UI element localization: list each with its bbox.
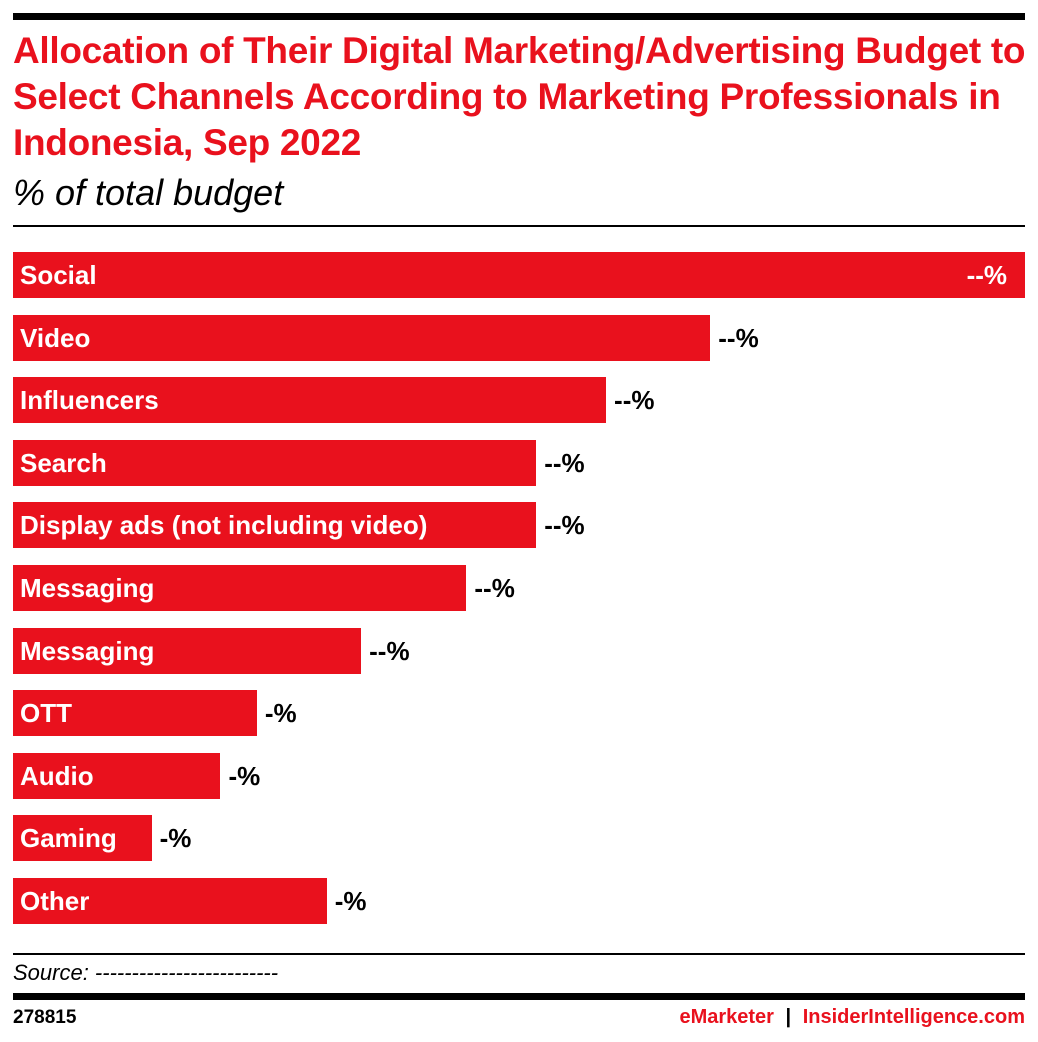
bar-3	[13, 439, 537, 486]
value-label: --%	[369, 635, 410, 666]
category-label: Gaming	[20, 823, 117, 854]
category-label: Other	[20, 886, 90, 916]
brand-emarketer: eMarketer	[679, 1006, 774, 1028]
category-label: OTT	[20, 698, 72, 729]
chart-subtitle: % of total budget	[13, 172, 284, 213]
bar-5	[13, 565, 467, 611]
bar-10	[13, 878, 327, 924]
top-rule	[13, 13, 1025, 20]
chart-title: Allocation of Their Digital Marketing/Ad…	[13, 30, 1026, 163]
value-label: -%	[228, 760, 261, 791]
category-label: Audio	[20, 760, 94, 791]
category-label: Video	[20, 322, 91, 353]
bar-4	[13, 502, 537, 549]
category-label: Messaging	[20, 635, 155, 666]
category-label: Search	[20, 447, 107, 478]
header-rule	[13, 225, 1025, 227]
category-label: Display ads (not including video)	[20, 510, 428, 541]
source-note: Source: -------------------------	[13, 960, 279, 985]
value-label: --%	[966, 260, 1007, 290]
category-label: Social	[20, 260, 97, 290]
brand: eMarketer | InsiderIntelligence.com	[679, 1006, 1025, 1029]
category-label: Messaging	[20, 573, 155, 603]
bar-1	[13, 314, 711, 361]
bar-0	[13, 252, 1025, 298]
source-rule	[13, 953, 1025, 955]
value-label: -%	[159, 823, 192, 854]
value-label: --%	[474, 573, 515, 603]
value-label: --%	[544, 447, 585, 478]
value-label: --%	[614, 385, 655, 416]
value-label: -%	[334, 886, 367, 916]
bar-8	[13, 752, 221, 799]
footer-rule	[13, 993, 1025, 1000]
bar-9	[13, 815, 152, 862]
bar-2	[13, 377, 607, 424]
brand-insiderintelligence: InsiderIntelligence.com	[802, 1006, 1025, 1028]
value-label: --%	[544, 510, 585, 541]
bar-7	[13, 690, 257, 737]
chart-id: 278815	[13, 1007, 77, 1028]
category-label: Influencers	[20, 385, 159, 416]
value-label: -%	[264, 698, 297, 729]
bar-6	[13, 627, 362, 674]
value-label: --%	[718, 322, 759, 353]
brand-separator: |	[785, 1006, 792, 1028]
